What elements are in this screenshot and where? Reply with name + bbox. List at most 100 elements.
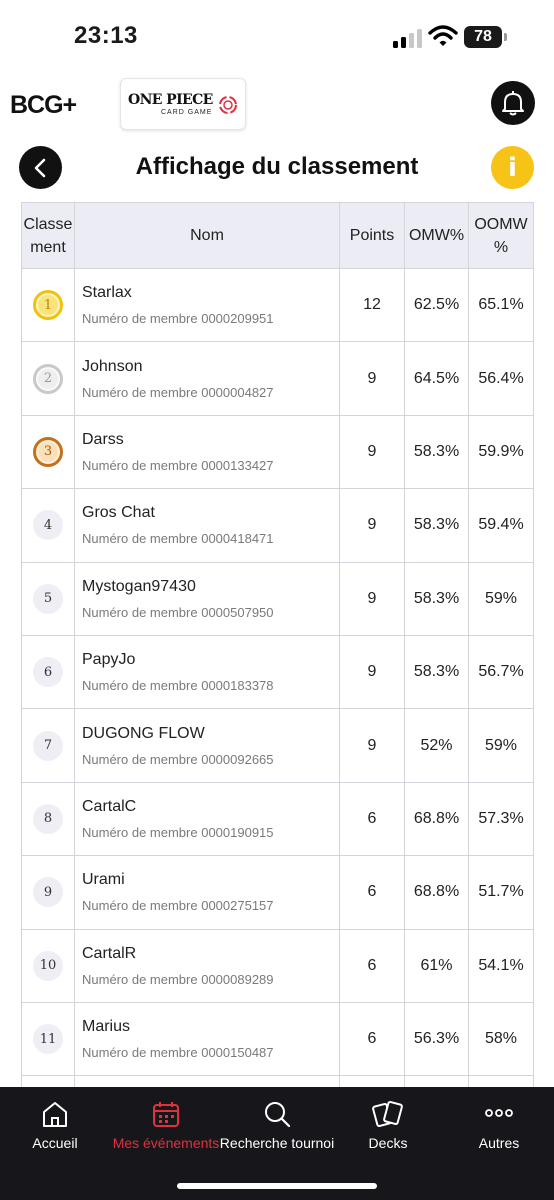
nav-label-recherche-tournoi: Recherche tournoi [219,1135,335,1151]
oomw-cell: 56.4% [468,341,534,416]
points-cell: 9 [339,488,405,563]
rank-cell: 5 [21,561,75,636]
omw-cell: 58.3% [404,634,469,710]
player-cell: DUGONG FLOW Numéro de membre 0000092665 [74,708,340,783]
player-cell: Gros Chat Numéro de membre 0000418471 [74,488,340,563]
member-number: Numéro de membre 0000133427 [82,457,274,473]
member-number: Numéro de membre 0000209951 [82,311,274,327]
table-row[interactable]: 7 DUGONG FLOW Numéro de membre 0000092665 9… [21,708,534,783]
rank-badge: 10 [33,950,63,981]
rank-badge: 9 [33,877,63,908]
player-cell: Marius Numéro de membre 0000150487 [74,1001,340,1077]
table-row[interactable]: 6 PapyJo Numéro de membre 0000183378 9 58.3%… [21,634,534,710]
points-cell: 9 [339,414,405,490]
table-row[interactable]: 8 CartalC Numéro de membre 0000190915 6 68.8… [21,781,534,857]
omw-cell: 58.3% [404,414,469,490]
oomw-cell: 57.3% [468,781,534,857]
points-cell: 9 [339,561,405,636]
nav-item-recherche-tournoi[interactable]: Recherche tournoi [220,1087,334,1167]
ranking-table-container[interactable]: Classe ment Nom Points OMW% OOMW% 1 Starla… [21,202,534,1150]
nav-item-decks[interactable]: Decks [333,1087,443,1167]
player-name: Johnson [82,357,143,375]
more-icon [485,1109,513,1117]
player-cell: CartalR Numéro de membre 0000089289 [74,928,340,1003]
oomw-cell: 56.7% [468,634,534,710]
column-header-omw: OMW% [404,202,469,269]
battery-tip [504,33,507,41]
info-button[interactable]: i [491,146,534,189]
rank-badge: 1 [33,290,63,321]
nav-label-accueil: Accueil [32,1135,78,1151]
column-header-points: Points [339,202,405,269]
oomw-cell: 59% [468,708,534,783]
table-row[interactable]: 9 Urami Numéro de membre 0000275157 6 68.8% 5… [21,855,534,930]
rank-cell: 3 [21,414,75,490]
rank-badge: 2 [33,363,63,394]
table-row[interactable]: 1 Starlax Numéro de membre 0000209951 12 62.… [21,267,534,343]
oomw-cell: 58% [468,1001,534,1077]
omw-cell: 68.8% [404,855,469,930]
back-button[interactable] [19,146,62,189]
member-number: Numéro de membre 0000507950 [82,604,274,620]
nav-label-autres: Autres [478,1135,520,1151]
points-cell: 9 [339,634,405,710]
player-cell: Johnson Numéro de membre 0000004827 [74,341,340,416]
oomw-cell: 59.9% [468,414,534,490]
omw-cell: 58.3% [404,561,469,636]
table-row[interactable]: 10 CartalR Numéro de membre 0000089289 6 61%… [21,928,534,1003]
table-row[interactable]: 11 Marius Numéro de membre 0000150487 6 56.3… [21,1001,534,1077]
table-row[interactable]: 2 Johnson Numéro de membre 0000004827 9 64.5… [21,341,534,416]
table-row[interactable]: 4 Gros Chat Numéro de membre 0000418471 9 58… [21,488,534,563]
member-number: Numéro de membre 0000190915 [82,824,274,840]
rank-cell: 11 [21,1001,75,1077]
player-name: DUGONG FLOW [82,724,205,742]
ranking-table-body: 1 Starlax Numéro de membre 0000209951 12 62.… [21,267,534,1150]
player-name: Mystogan97430 [82,577,196,595]
rank-cell: 7 [21,708,75,783]
omw-cell: 58.3% [404,488,469,563]
member-number: Numéro de membre 0000092665 [82,751,274,767]
home-indicator[interactable] [177,1183,377,1189]
nav-item-autres[interactable]: Autres [444,1087,554,1167]
omw-cell: 62.5% [404,267,469,343]
player-cell: CartalC Numéro de membre 0000190915 [74,781,340,857]
one-piece-card-game-logo[interactable]: ONE PIECE CARD GAME [120,78,246,130]
player-name: CartalC [82,797,137,815]
table-row[interactable]: 3 Darss Numéro de membre 0000133427 9 58.3% 5… [21,414,534,490]
omw-cell: 64.5% [404,341,469,416]
member-number: Numéro de membre 0000004827 [82,384,274,400]
member-number: Numéro de membre 0000275157 [82,898,274,914]
player-cell: Urami Numéro de membre 0000275157 [74,855,340,930]
omw-cell: 61% [404,928,469,1003]
player-name: Marius [82,1018,131,1036]
rank-badge: 11 [33,1024,63,1055]
rank-badge: 7 [33,730,63,761]
nav-item-mes-evenements[interactable]: Mes événements [111,1087,221,1167]
calendar-icon [153,1102,179,1127]
player-name: Starlax [82,284,132,302]
oomw-cell: 65.1% [468,267,534,343]
member-number: Numéro de membre 0000418471 [82,531,274,547]
rank-cell: 1 [21,267,75,343]
points-cell: 6 [339,855,405,930]
player-name: Gros Chat [82,504,155,522]
brand-logo: BCG+ [10,91,78,119]
notifications-button[interactable] [491,81,535,125]
nav-label-mes-evenements: Mes événements [112,1135,220,1151]
omw-cell: 56.3% [404,1001,469,1077]
rank-cell: 4 [21,488,75,563]
partner-logo-subtitle: CARD GAME [161,109,213,116]
player-cell: Starlax Numéro de membre 0000209951 [74,267,340,343]
nav-item-accueil[interactable]: Accueil [0,1087,110,1167]
player-name: Urami [82,871,125,889]
cellular-signal-icon [393,28,423,48]
table-row[interactable]: 5 Mystogan97430 Numéro de membre 000050795… [21,561,534,636]
player-cell: Darss Numéro de membre 0000133427 [74,414,340,490]
points-cell: 12 [339,267,405,343]
page-title: Affichage du classement [135,153,419,180]
wifi-icon [428,25,458,46]
member-number: Numéro de membre 0000183378 [82,678,274,694]
partner-logo-title: ONE PIECE [128,92,213,108]
rank-cell: 8 [21,781,75,857]
